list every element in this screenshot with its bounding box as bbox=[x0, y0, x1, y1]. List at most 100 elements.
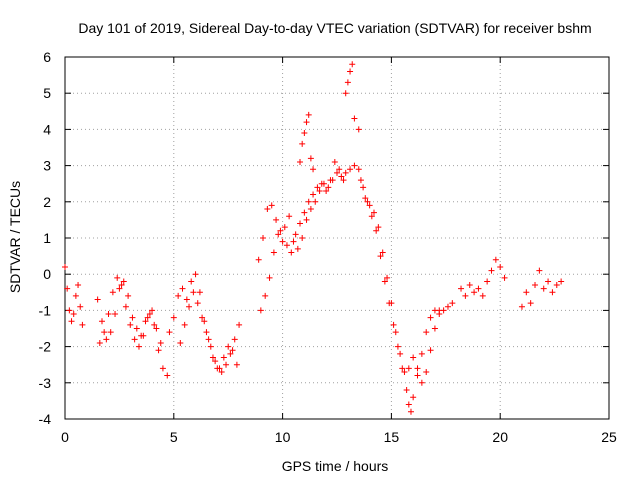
data-point bbox=[523, 289, 530, 296]
data-point bbox=[175, 292, 182, 299]
data-point bbox=[188, 278, 195, 285]
data-point bbox=[288, 249, 295, 256]
data-point bbox=[444, 303, 451, 310]
series-cluster-c bbox=[96, 274, 164, 350]
data-point bbox=[155, 347, 162, 354]
data-point bbox=[194, 300, 201, 307]
data-point bbox=[370, 209, 377, 216]
data-point bbox=[501, 274, 508, 281]
series-cluster-e bbox=[177, 289, 240, 372]
data-point bbox=[270, 249, 277, 256]
data-point bbox=[381, 278, 388, 285]
data-point bbox=[157, 339, 164, 346]
data-point bbox=[196, 289, 203, 296]
y-axis-label: SDTVAR / TECUs bbox=[7, 181, 23, 293]
data-point bbox=[405, 365, 412, 372]
data-point bbox=[127, 321, 134, 328]
data-point bbox=[98, 318, 105, 325]
y-tick-label: 2 bbox=[43, 194, 51, 210]
series-cluster-j bbox=[360, 184, 443, 415]
data-point bbox=[297, 158, 304, 165]
data-point bbox=[109, 289, 116, 296]
data-point bbox=[379, 249, 386, 256]
data-point bbox=[403, 387, 410, 394]
data-point bbox=[357, 177, 364, 184]
data-point bbox=[68, 318, 75, 325]
data-point bbox=[418, 379, 425, 386]
data-point bbox=[386, 300, 393, 307]
data-point bbox=[536, 267, 543, 274]
y-tick-label: 5 bbox=[43, 85, 51, 101]
data-point bbox=[342, 169, 349, 176]
data-point bbox=[255, 256, 262, 263]
data-point bbox=[133, 325, 140, 332]
y-tick-label: 3 bbox=[43, 158, 51, 174]
data-point bbox=[427, 347, 434, 354]
data-point bbox=[223, 361, 230, 368]
data-point bbox=[183, 296, 190, 303]
data-point bbox=[170, 314, 177, 321]
x-tick-label: 25 bbox=[601, 429, 617, 445]
data-point bbox=[449, 300, 456, 307]
data-point bbox=[377, 253, 384, 260]
data-point bbox=[414, 365, 421, 372]
data-point bbox=[262, 292, 269, 299]
data-point bbox=[218, 368, 225, 375]
data-point bbox=[545, 278, 552, 285]
data-point bbox=[436, 307, 443, 314]
y-tick-label: 6 bbox=[43, 49, 51, 65]
data-point bbox=[179, 285, 186, 292]
data-point bbox=[466, 282, 473, 289]
series-cluster-k bbox=[458, 256, 508, 299]
data-point bbox=[336, 166, 343, 173]
data-point bbox=[399, 365, 406, 372]
data-point bbox=[72, 292, 79, 299]
data-point bbox=[397, 350, 404, 357]
data-point bbox=[527, 300, 534, 307]
data-point bbox=[368, 213, 375, 220]
data-point bbox=[205, 336, 212, 343]
data-point bbox=[125, 292, 132, 299]
data-point bbox=[114, 274, 121, 281]
data-point bbox=[310, 191, 317, 198]
data-point bbox=[216, 365, 223, 372]
data-point bbox=[297, 220, 304, 227]
data-point bbox=[62, 263, 68, 270]
data-point bbox=[207, 343, 214, 350]
data-point bbox=[94, 296, 101, 303]
chart-title: Day 101 of 2019, Sidereal Day-to-day VTE… bbox=[78, 20, 591, 36]
data-point bbox=[283, 242, 290, 249]
series-cluster-h bbox=[297, 61, 362, 173]
data-point bbox=[364, 198, 371, 205]
data-point bbox=[290, 238, 297, 245]
grid bbox=[65, 57, 609, 419]
data-point bbox=[497, 263, 504, 270]
data-point bbox=[142, 318, 149, 325]
data-point bbox=[471, 289, 478, 296]
data-point bbox=[135, 343, 142, 350]
data-point bbox=[334, 169, 340, 176]
data-point bbox=[281, 224, 288, 231]
data-point bbox=[360, 184, 367, 191]
data-point bbox=[305, 198, 312, 205]
data-point bbox=[212, 358, 219, 365]
y-tick-label: -1 bbox=[39, 302, 52, 318]
series-cluster-i bbox=[357, 177, 456, 386]
data-point bbox=[153, 325, 160, 332]
data-point bbox=[140, 332, 147, 339]
data-point bbox=[64, 285, 71, 292]
data-point bbox=[316, 187, 323, 194]
data-point bbox=[407, 408, 414, 415]
data-point bbox=[327, 177, 334, 184]
data-point bbox=[340, 177, 347, 184]
data-point bbox=[231, 336, 238, 343]
data-point bbox=[96, 339, 103, 346]
data-points bbox=[62, 61, 565, 415]
data-point bbox=[318, 180, 325, 187]
data-point bbox=[177, 339, 184, 346]
axis-ticks: 0 5 10 15 20 25 -4 -3 -2 -1 0 1 2 3 4 5 6 bbox=[39, 49, 617, 445]
data-point bbox=[105, 311, 112, 318]
data-point bbox=[260, 235, 267, 241]
data-point bbox=[303, 216, 310, 223]
data-point bbox=[310, 166, 317, 173]
